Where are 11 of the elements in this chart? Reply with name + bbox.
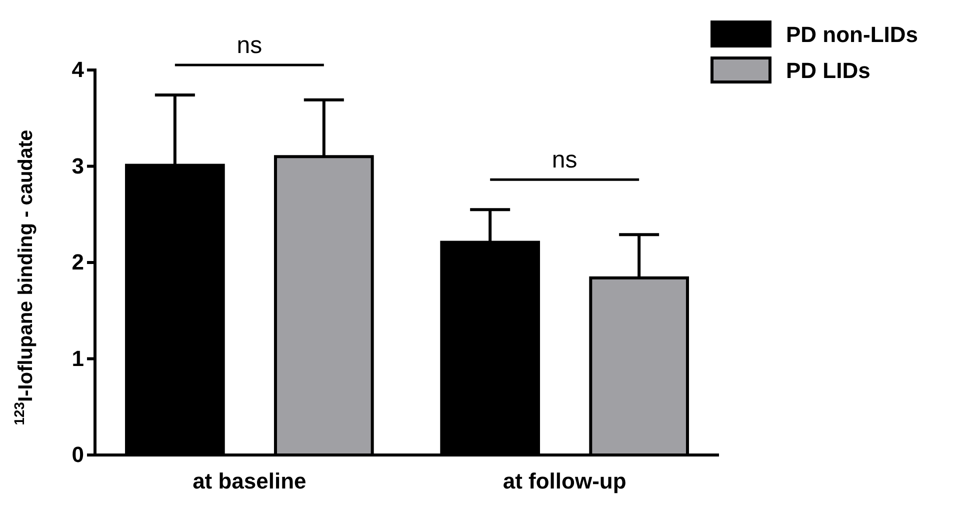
y-tick-label: 1: [72, 346, 84, 371]
y-tick-label: 2: [72, 250, 84, 275]
legend-label: PD non-LIDs: [786, 22, 918, 47]
y-tick-label: 3: [72, 153, 84, 178]
annotation: ns: [552, 146, 578, 174]
legend-label: PD LIDs: [786, 58, 870, 83]
text: ns: [236, 32, 262, 60]
y-tick-label: 0: [72, 442, 84, 468]
x-tick-label: at baseline: [192, 468, 306, 494]
y-tick-label: 4: [72, 57, 85, 82]
x-tick-label: at follow-up: [502, 468, 626, 494]
